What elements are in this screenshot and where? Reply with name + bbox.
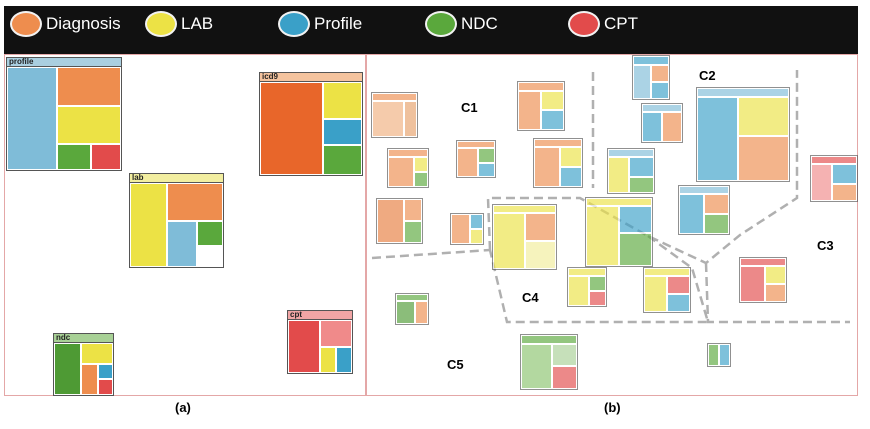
cpt-color-swatch	[568, 11, 600, 37]
legend-label: Profile	[314, 14, 363, 33]
treemap-glyph	[607, 148, 655, 194]
glyph-header: icd9	[260, 73, 362, 82]
glyph-treemap	[130, 183, 223, 267]
treemap-glyph	[810, 155, 858, 202]
cluster-label-c3: C3	[817, 238, 834, 253]
treemap-glyph	[492, 204, 557, 270]
lab-color-swatch	[145, 11, 177, 37]
treemap-glyph-profile: profile	[6, 57, 122, 171]
treemap-glyph	[520, 334, 578, 390]
treemap-glyph	[707, 343, 731, 367]
treemap-glyph	[450, 213, 484, 245]
cluster-label-c2: C2	[699, 68, 716, 83]
ndc-color-swatch	[425, 11, 457, 37]
glyph-header: cpt	[288, 311, 352, 320]
cluster-label-c4: C4	[522, 290, 539, 305]
cluster-label-c1: C1	[461, 100, 478, 115]
treemap-glyph	[643, 267, 691, 313]
glyph-header: ndc	[54, 334, 113, 343]
cluster-label-c5: C5	[447, 357, 464, 372]
treemap-glyph	[632, 55, 670, 100]
glyph-treemap	[7, 67, 121, 170]
legend-item-lab: LAB	[145, 11, 213, 37]
treemap-glyph	[585, 197, 653, 267]
legend-label: Diagnosis	[46, 14, 121, 33]
glyph-treemap	[54, 343, 113, 395]
glyph-header: profile	[7, 58, 121, 67]
treemap-glyph	[395, 293, 429, 325]
treemap-glyph-icd9: icd9	[259, 72, 363, 176]
treemap-glyph	[739, 257, 787, 303]
legend-label: NDC	[461, 14, 498, 33]
treemap-glyph	[641, 103, 683, 143]
treemap-glyph	[371, 92, 418, 138]
treemap-glyph	[533, 138, 583, 188]
treemap-glyph	[456, 140, 496, 178]
glyph-treemap	[260, 82, 362, 175]
panel-b-caption: (b)	[604, 400, 621, 415]
treemap-glyph	[567, 267, 607, 307]
legend-label: CPT	[604, 14, 638, 33]
treemap-glyph	[517, 81, 565, 131]
legend-item-diagnosis: Diagnosis	[10, 11, 121, 37]
treemap-glyph-ndc: ndc	[53, 333, 114, 396]
treemap-glyph	[387, 148, 429, 188]
treemap-glyph	[696, 87, 790, 182]
treemap-glyph-cpt: cpt	[287, 310, 353, 374]
diagnosis-color-swatch	[10, 11, 42, 37]
treemap-glyph	[678, 185, 730, 235]
glyph-treemap	[288, 320, 352, 373]
legend-item-cpt: CPT	[568, 11, 638, 37]
treemap-glyph-lab: lab	[129, 173, 224, 268]
legend-label: LAB	[181, 14, 214, 33]
legend-item-profile: Profile	[278, 11, 362, 37]
treemap-glyph	[376, 198, 423, 244]
panel-a-caption: (a)	[175, 400, 191, 415]
profile-color-swatch	[278, 11, 310, 37]
glyph-header: lab	[130, 174, 223, 183]
legend-item-ndc: NDC	[425, 11, 498, 37]
